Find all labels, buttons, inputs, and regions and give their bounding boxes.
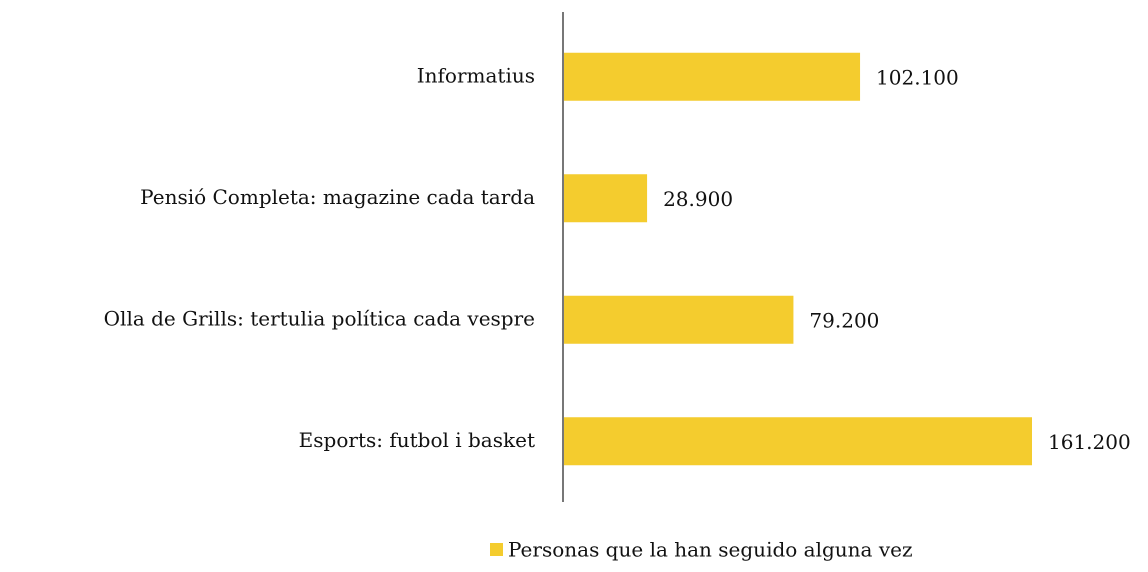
y-tick-label: Olla de Grills: tertulia política cada v… bbox=[104, 306, 535, 330]
value-label: 28.900 bbox=[663, 187, 733, 211]
bar bbox=[564, 52, 861, 101]
value-label: 79.200 bbox=[809, 308, 879, 332]
y-tick-label: Informatius bbox=[417, 63, 535, 87]
legend-swatch bbox=[490, 543, 503, 556]
legend-label: Personas que la han seguido alguna vez bbox=[508, 538, 913, 562]
value-label: 161.200 bbox=[1048, 430, 1131, 454]
bar bbox=[564, 417, 1032, 466]
bar bbox=[564, 174, 648, 223]
y-tick-label: Esports: futbol i basket bbox=[299, 428, 535, 452]
value-label: 102.100 bbox=[876, 65, 959, 89]
bar bbox=[564, 295, 794, 344]
y-tick-label: Pensió Completa: magazine cada tarda bbox=[140, 185, 535, 209]
